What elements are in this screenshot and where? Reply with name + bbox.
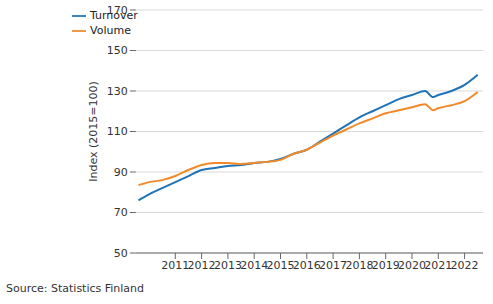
svg-text:2013: 2013 <box>214 259 242 272</box>
svg-text:150: 150 <box>107 44 128 57</box>
svg-text:Index (2015=100): Index (2015=100) <box>87 81 100 182</box>
svg-text:50: 50 <box>114 247 128 260</box>
svg-text:110: 110 <box>107 125 128 138</box>
svg-text:2021: 2021 <box>424 259 452 272</box>
svg-text:2016: 2016 <box>293 259 321 272</box>
svg-text:2015: 2015 <box>267 259 295 272</box>
svg-text:2017: 2017 <box>319 259 347 272</box>
svg-text:130: 130 <box>107 85 128 98</box>
svg-text:2019: 2019 <box>372 259 400 272</box>
svg-text:2020: 2020 <box>398 259 426 272</box>
svg-text:170: 170 <box>107 4 128 17</box>
svg-text:90: 90 <box>114 166 128 179</box>
svg-text:2012: 2012 <box>188 259 216 272</box>
svg-text:2011: 2011 <box>161 259 189 272</box>
svg-text:70: 70 <box>114 206 128 219</box>
svg-text:2022: 2022 <box>451 259 479 272</box>
svg-text:2018: 2018 <box>345 259 373 272</box>
svg-text:2014: 2014 <box>240 259 268 272</box>
